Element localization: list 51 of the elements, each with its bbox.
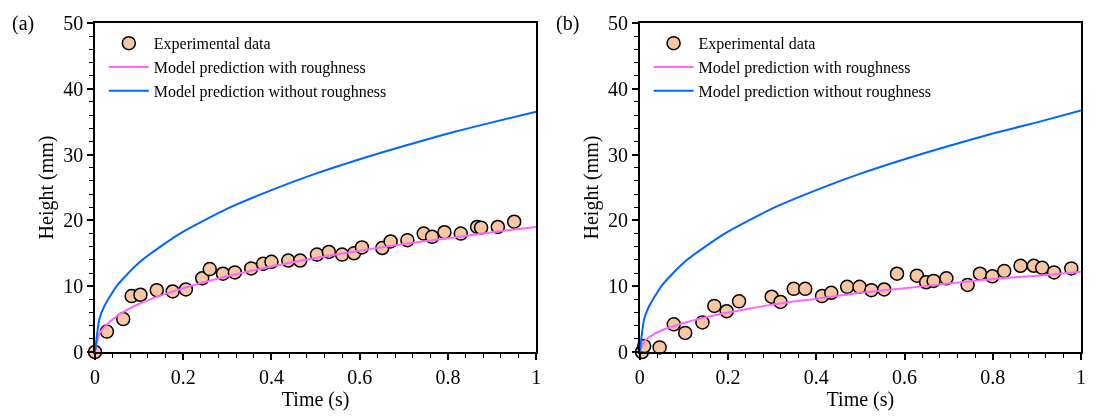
- y-tick-label: 30: [608, 143, 629, 166]
- x-tick-label: 0.4: [803, 365, 829, 388]
- x-axis-title: Time (s): [826, 387, 895, 411]
- point: [889, 266, 905, 281]
- text: (a): [12, 12, 35, 35]
- point: [797, 281, 813, 297]
- legend-label: Model prediction without roughness: [153, 83, 387, 102]
- point: [506, 214, 522, 229]
- y-axis-title: Height (mm): [35, 135, 59, 240]
- legend-label: Model prediction with roughness: [153, 59, 366, 78]
- y-tick-label: 20: [63, 209, 84, 232]
- point: [473, 220, 489, 235]
- point: [731, 294, 747, 309]
- point: [133, 287, 148, 302]
- y-tick-label: 0: [618, 341, 629, 363]
- point: [707, 298, 722, 314]
- y-tick-label: 30: [63, 143, 84, 166]
- point: [996, 263, 1012, 279]
- y-tick-label: 50: [608, 12, 629, 34]
- point: [677, 325, 693, 341]
- y-tick-label: 0: [73, 341, 84, 363]
- x-tick-label: 1: [1076, 365, 1087, 388]
- x-tick-label: 0: [90, 365, 100, 388]
- point: [1034, 260, 1050, 276]
- point: [202, 261, 217, 277]
- y-tick-label: 20: [608, 209, 629, 232]
- point: [149, 282, 165, 298]
- y-tick-label: 40: [608, 77, 629, 100]
- x-tick-label: 0.2: [715, 365, 741, 388]
- y-tick-label: 10: [608, 275, 629, 298]
- x-tick-label: 0.2: [170, 365, 196, 388]
- x-tick-label: 0.8: [980, 365, 1006, 388]
- legend-label: Model prediction without roughness: [698, 83, 932, 102]
- x-tick-label: 0.6: [892, 365, 918, 388]
- x-tick-label: 0.4: [258, 365, 284, 388]
- legend-label: Experimental data: [153, 35, 271, 54]
- x-tick-label: 0: [634, 365, 645, 388]
- y-tick-label: 50: [63, 12, 84, 34]
- x-tick-label: 1: [531, 365, 542, 388]
- point: [1013, 258, 1028, 274]
- y-tick-label: 10: [63, 275, 84, 298]
- point: [437, 224, 452, 240]
- text: (b): [556, 12, 580, 35]
- y-axis-title: Height (mm): [580, 135, 604, 240]
- point: [839, 279, 855, 295]
- x-tick-label: 0.8: [435, 365, 461, 388]
- y-tick-label: 40: [63, 77, 84, 100]
- legend-label: Model prediction with roughness: [698, 59, 911, 78]
- x-tick-label: 0.6: [347, 365, 373, 388]
- x-axis-title: Time (s): [281, 387, 350, 411]
- legend-label: Experimental data: [698, 35, 816, 54]
